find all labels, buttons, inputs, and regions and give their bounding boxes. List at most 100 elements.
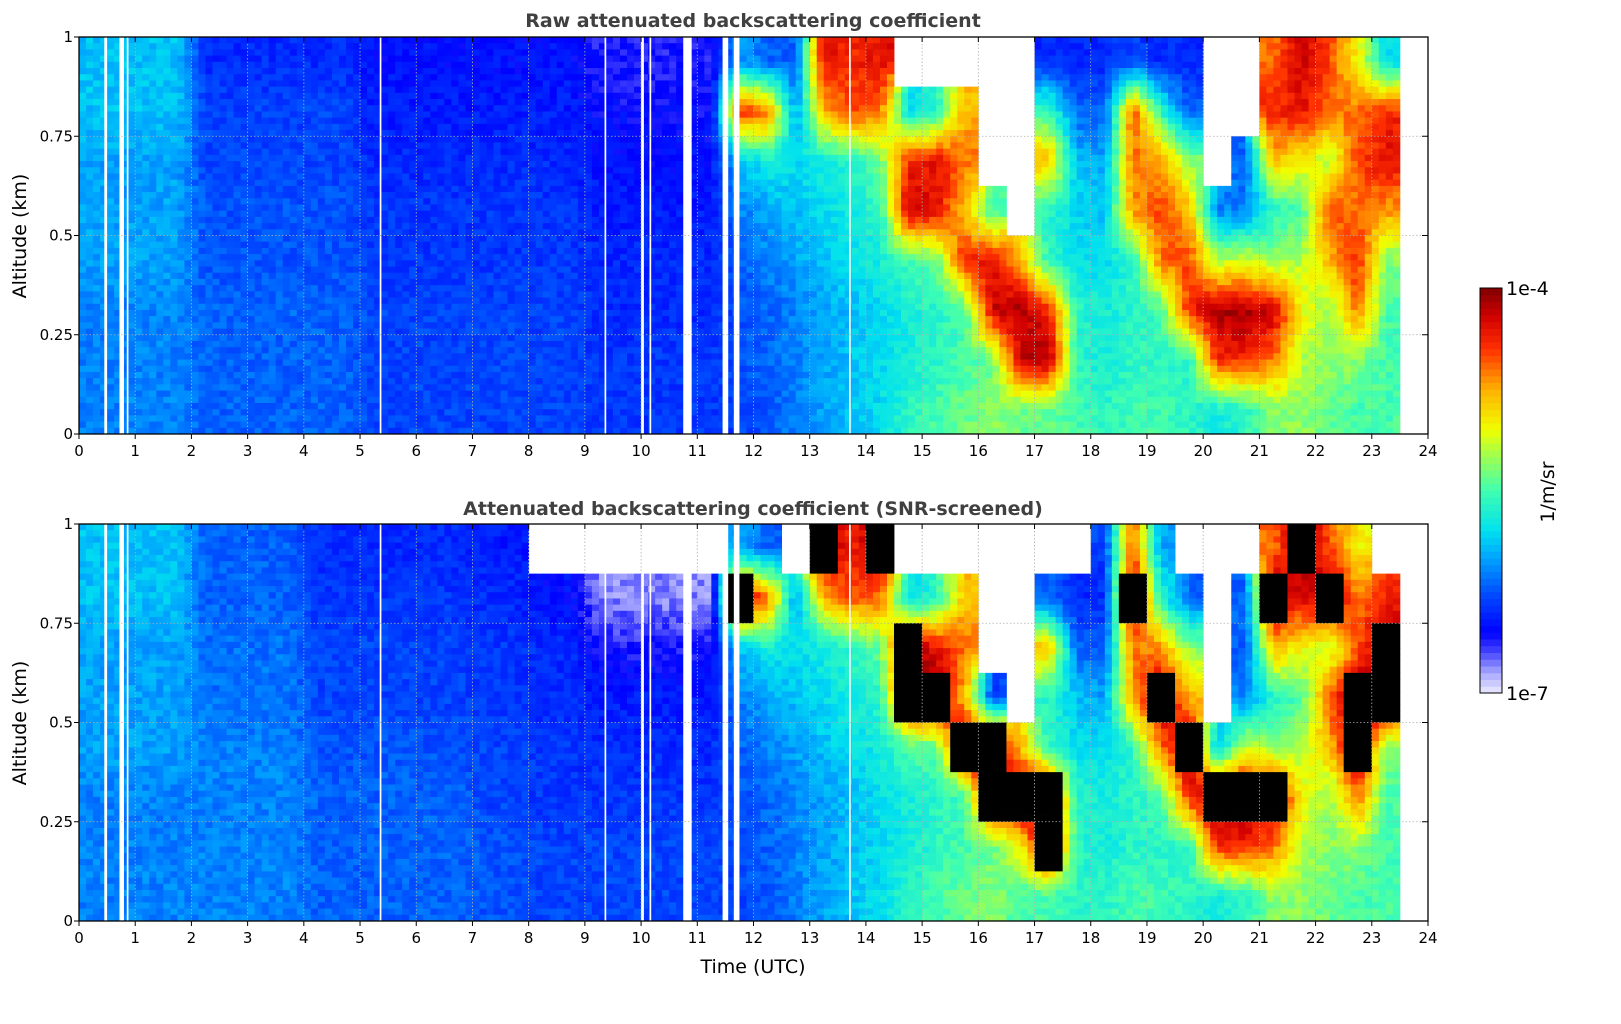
heatmap-cell (198, 303, 206, 311)
heatmap-cell (135, 347, 143, 354)
heatmap-cell (275, 43, 284, 50)
heatmap-cell (275, 396, 284, 404)
heatmap-cell (289, 402, 298, 410)
heatmap-cell (107, 260, 115, 267)
heatmap-cell (381, 86, 389, 94)
heatmap-cell (367, 396, 375, 404)
heatmap-cell (331, 396, 340, 404)
heatmap-cell (416, 353, 424, 360)
heatmap-cell (563, 74, 572, 81)
heatmap-cell (598, 235, 607, 243)
heatmap-cell (310, 80, 319, 88)
heatmap-cell (563, 161, 572, 168)
heatmap-cell (184, 328, 192, 336)
heatmap-cell (465, 92, 473, 100)
heatmap-cell (149, 309, 157, 317)
heatmap-cell (310, 130, 319, 137)
heatmap-cell (93, 409, 101, 416)
heatmap-cell (170, 92, 178, 100)
heatmap-cell (388, 235, 396, 243)
heatmap-cell (338, 154, 347, 162)
heatmap-cell (240, 291, 249, 298)
heatmap-cell (458, 303, 466, 311)
heatmap-cell (177, 378, 185, 385)
heatmap-cell (233, 378, 241, 385)
heatmap-cell (444, 371, 452, 379)
heatmap-cell (570, 278, 579, 286)
heatmap-cell (563, 297, 572, 305)
heatmap-cell (605, 371, 614, 379)
heatmap-cell (79, 192, 87, 199)
heatmap-cell (577, 396, 586, 404)
heatmap-cell (268, 322, 277, 329)
heatmap-cell (584, 43, 593, 50)
heatmap-cell (303, 111, 312, 119)
heatmap-cell (542, 371, 551, 379)
heatmap-cell (521, 409, 530, 416)
heatmap-cell (528, 402, 537, 410)
heatmap-cell (598, 192, 607, 199)
heatmap-cell (367, 74, 375, 81)
heatmap-cell (275, 272, 284, 280)
heatmap-cell (563, 86, 572, 94)
heatmap-cell (240, 198, 249, 205)
heatmap-cell (177, 92, 185, 100)
heatmap-cell (451, 229, 459, 236)
heatmap-cell (93, 92, 101, 100)
heatmap-cell (296, 247, 305, 255)
heatmap-cell (100, 396, 108, 404)
heatmap-cell (198, 198, 206, 205)
heatmap-cell (353, 37, 361, 44)
heatmap-cell (289, 204, 298, 212)
heatmap-cell (451, 371, 459, 379)
heatmap-cell (100, 247, 108, 255)
heatmap-cell (486, 148, 494, 156)
heatmap-cell (402, 409, 410, 416)
heatmap-cell (156, 421, 164, 429)
heatmap-cell (388, 384, 396, 391)
heatmap-cell (507, 142, 516, 150)
heatmap-cell (570, 297, 579, 305)
heatmap-cell (627, 198, 635, 205)
heatmap-cell (282, 154, 291, 162)
heatmap-cell (345, 142, 354, 150)
heatmap-cell (493, 61, 501, 69)
heatmap-cell (212, 61, 220, 69)
heatmap-cell (521, 229, 530, 236)
heatmap-cell (409, 359, 417, 367)
heatmap-cell (423, 359, 431, 367)
heatmap-cell (423, 185, 431, 193)
heatmap-cell (584, 173, 593, 181)
heatmap-cell (205, 179, 213, 187)
heatmap-cell (191, 316, 199, 323)
heatmap-cell (444, 303, 452, 311)
heatmap-cell (591, 142, 600, 150)
heatmap-cell (605, 37, 614, 44)
heatmap-cell (317, 111, 326, 119)
heatmap-cell (338, 55, 347, 63)
heatmap-cell (514, 49, 523, 57)
heatmap-cell (360, 334, 368, 342)
heatmap-cell (177, 272, 185, 280)
heatmap-cell (493, 37, 501, 44)
heatmap-cell (479, 161, 487, 168)
heatmap-cell (142, 179, 150, 187)
heatmap-cell (437, 223, 445, 230)
heatmap-cell (177, 371, 185, 379)
heatmap-cell (507, 241, 516, 249)
heatmap-cell (605, 55, 614, 63)
heatmap-cell (374, 291, 382, 298)
heatmap-cell (591, 254, 600, 261)
heatmap-cell (402, 99, 410, 106)
heatmap-cell (275, 365, 284, 373)
heatmap-cell (584, 216, 593, 224)
heatmap-cell (177, 185, 185, 193)
heatmap-cell (240, 111, 249, 119)
heatmap-cell (331, 142, 340, 150)
heatmap-cell (479, 86, 487, 94)
heatmap-cell (402, 229, 410, 236)
heatmap-cell (381, 61, 389, 69)
heatmap-cell (627, 80, 635, 88)
heatmap-cell (507, 316, 516, 323)
heatmap-cell (121, 235, 129, 243)
